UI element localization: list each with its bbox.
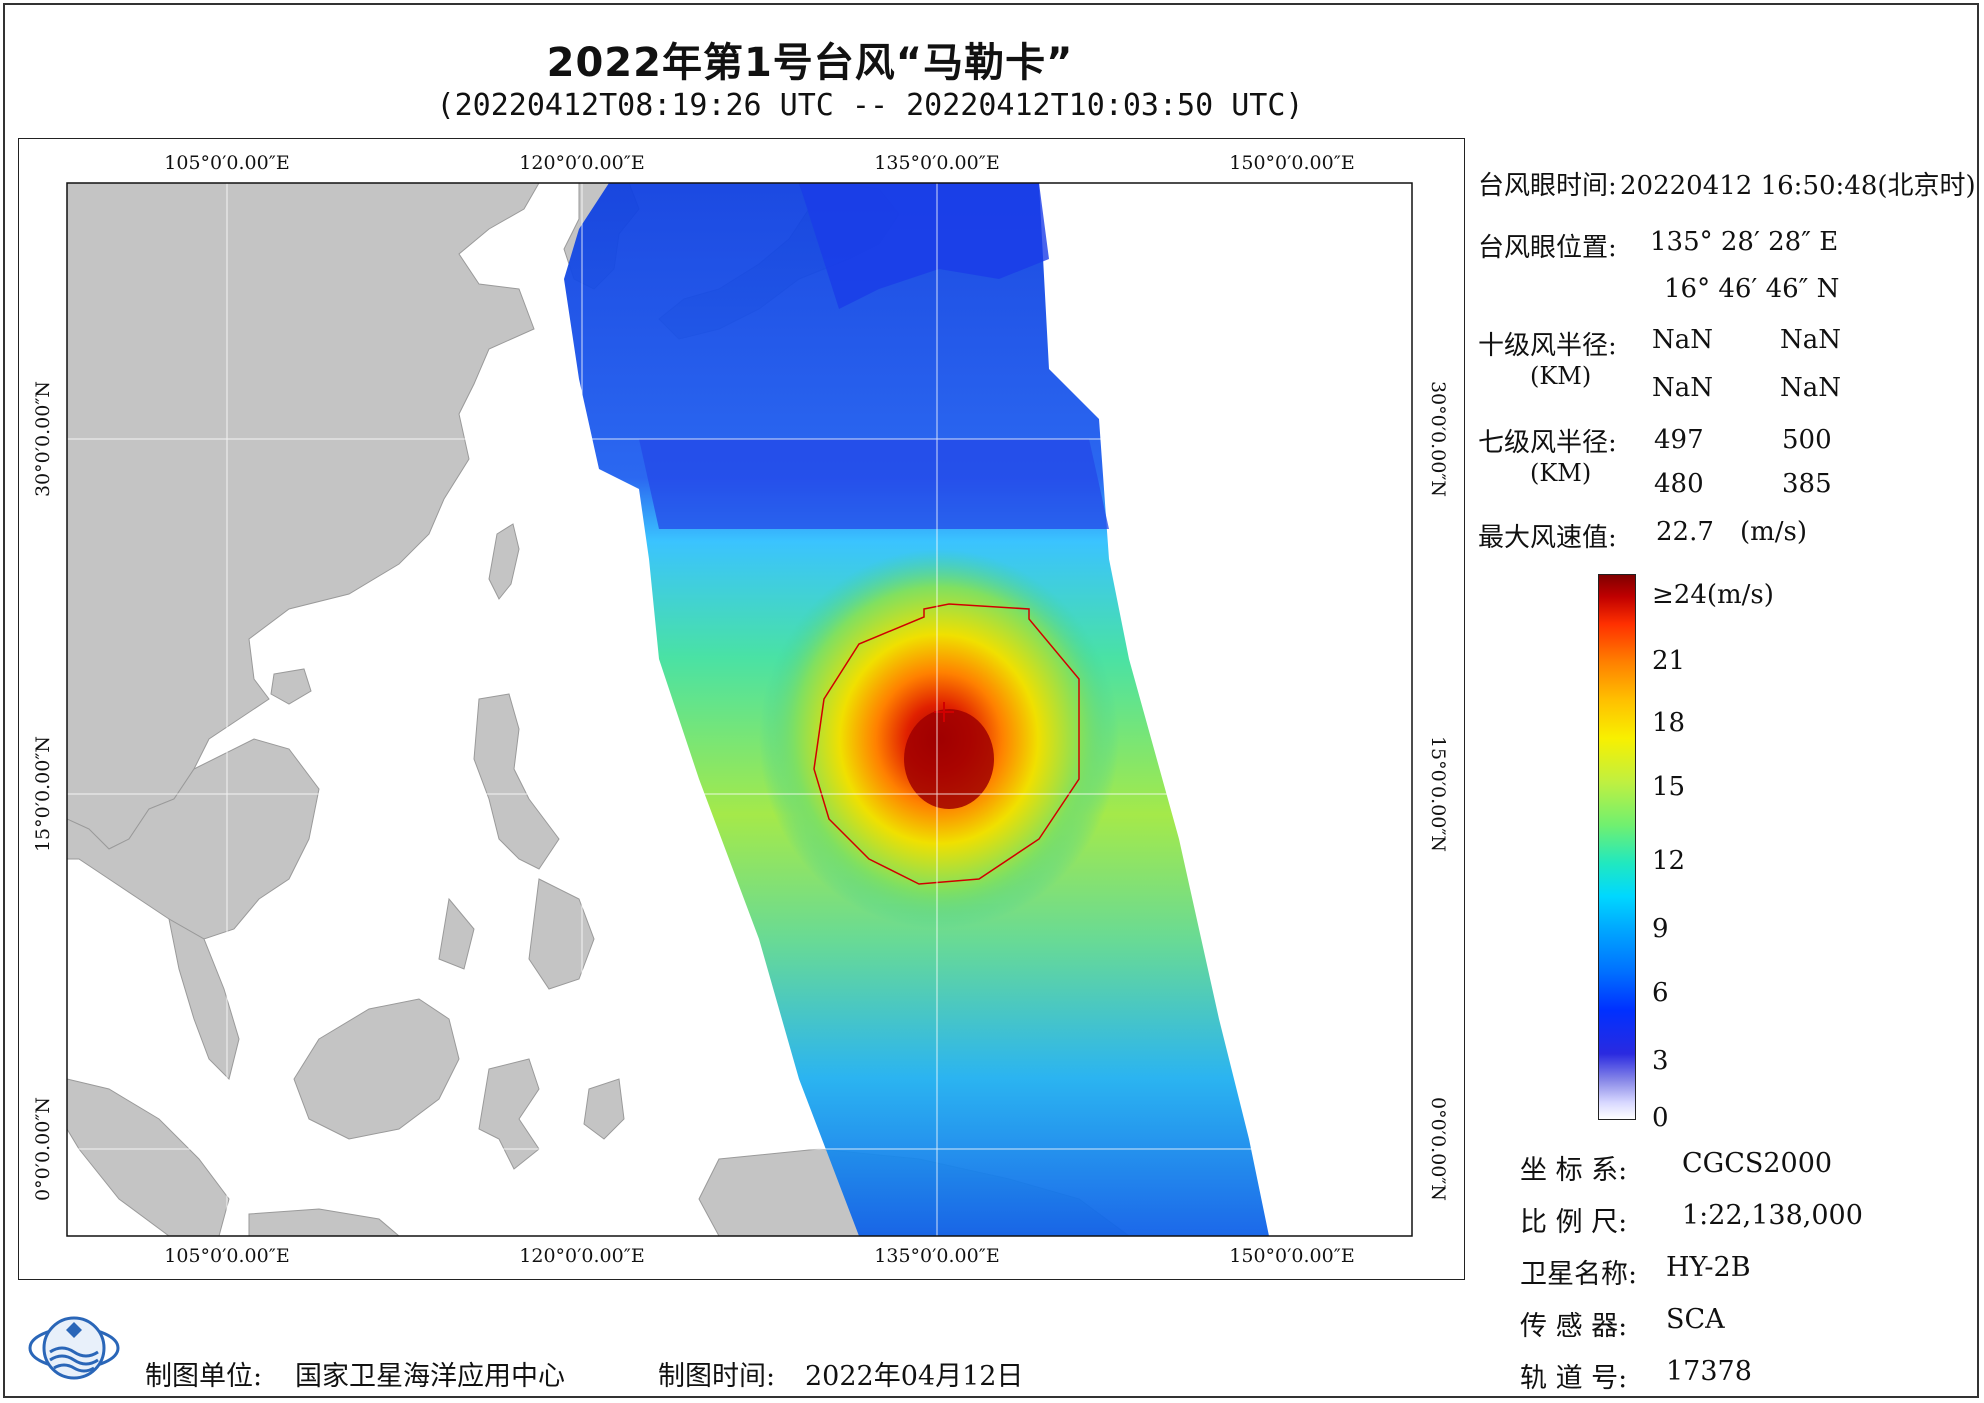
radius10-se: NaN: [1780, 325, 1842, 355]
radius10-ne: NaN: [1652, 325, 1714, 355]
radius10-sw: NaN: [1652, 373, 1714, 403]
eye-time-label: 台风眼时间:: [1478, 171, 1617, 201]
map-content: [67, 183, 1412, 1236]
eye-lat: 16° 46′ 46″ N: [1664, 274, 1840, 304]
lon-tick: 135°0′0.00″E: [874, 1245, 999, 1267]
satellite-label: 卫星名称:: [1520, 1259, 1638, 1290]
colorbar-label: ≥24(m/s): [1652, 580, 1774, 610]
scale-label: 比 例 尺:: [1520, 1207, 1628, 1238]
crs-value: CGCS2000: [1682, 1148, 1833, 1179]
producer-value: 国家卫星海洋应用中心: [295, 1361, 565, 1392]
radius7-label: 七级风半径:: [1478, 428, 1617, 458]
radius7-nw: 385: [1782, 469, 1832, 499]
maxwind-value: 22.7: [1656, 517, 1714, 547]
eye-pos-label: 台风眼位置:: [1478, 233, 1617, 263]
lat-ticks-left: 30°0′0.00″N 15°0′0.00″N 0°0′0.00″N: [32, 381, 54, 1201]
page-border: [3, 3, 1979, 1398]
radius7-unit: (KM): [1530, 459, 1592, 487]
radius7-ne: 497: [1654, 425, 1704, 455]
colorbar-label: 18: [1652, 708, 1686, 738]
lat-tick: 0°0′0.00″N: [32, 1097, 54, 1201]
production-time-value: 2022年04月12日: [805, 1361, 1024, 1392]
nsoas-logo-icon: [28, 1316, 120, 1380]
wind-swath: [564, 183, 1269, 1236]
satellite-value: HY-2B: [1666, 1252, 1751, 1283]
crs-label: 坐 标 系:: [1520, 1155, 1628, 1186]
lat-tick: 30°0′0.00″N: [32, 381, 54, 497]
colorbar-label: 9: [1652, 914, 1669, 944]
maxwind-label: 最大风速值:: [1478, 523, 1617, 553]
radius7-se: 500: [1782, 425, 1832, 455]
lon-tick: 105°0′0.00″E: [164, 152, 289, 174]
map-canvas: 105°0′0.00″E 120°0′0.00″E 135°0′0.00″E 1…: [32, 152, 1449, 1267]
eye-time-value: 20220412 16:50:48(北京时): [1620, 171, 1976, 201]
wind-speed-colorbar: [1598, 574, 1636, 1120]
lon-tick: 120°0′0.00″E: [519, 1245, 644, 1267]
sensor-value: SCA: [1666, 1304, 1725, 1335]
lat-tick: 0°0′0.00″N: [1427, 1097, 1449, 1201]
lon-tick: 120°0′0.00″E: [519, 152, 644, 174]
producer-label: 制图单位:: [145, 1361, 263, 1392]
sensor-label: 传 感 器:: [1520, 1311, 1628, 1342]
orbit-value: 17378: [1666, 1356, 1752, 1387]
lon-tick: 105°0′0.00″E: [164, 1245, 289, 1267]
lat-ticks-right: 30°0′0.00″N 15°0′0.00″N 0°0′0.00″N: [1427, 381, 1449, 1201]
radius10-unit: (KM): [1530, 362, 1592, 390]
scale-value: 1:22,138,000: [1682, 1200, 1863, 1231]
colorbar-label: 15: [1652, 772, 1686, 802]
lon-tick: 150°0′0.00″E: [1229, 152, 1354, 174]
lon-tick: 135°0′0.00″E: [874, 152, 999, 174]
radius10-label: 十级风半径:: [1478, 331, 1617, 361]
lon-tick: 150°0′0.00″E: [1229, 1245, 1354, 1267]
lon-ticks-top: 105°0′0.00″E 120°0′0.00″E 135°0′0.00″E 1…: [164, 152, 1354, 174]
colorbar-label: 3: [1652, 1046, 1669, 1076]
eye-lon: 135° 28′ 28″ E: [1650, 227, 1839, 257]
map-frame: 105°0′0.00″E 120°0′0.00″E 135°0′0.00″E 1…: [18, 138, 1465, 1280]
radius7-sw: 480: [1654, 469, 1704, 499]
production-time-label: 制图时间:: [658, 1361, 776, 1392]
lat-tick: 15°0′0.00″N: [32, 736, 54, 852]
colorbar-label: 12: [1652, 846, 1686, 876]
map-title: 2022年第1号台风“马勒卡”: [546, 40, 1074, 86]
maxwind-unit: (m/s): [1740, 517, 1808, 547]
colorbar-label: 21: [1652, 646, 1686, 676]
radius10-nw: NaN: [1780, 373, 1842, 403]
orbit-label: 轨 道 号:: [1520, 1363, 1628, 1394]
colorbar-label: 0: [1652, 1103, 1669, 1133]
graticule: [67, 183, 1412, 1236]
lon-ticks-bottom: 105°0′0.00″E 120°0′0.00″E 135°0′0.00″E 1…: [164, 1245, 1354, 1267]
colorbar-label: 6: [1652, 978, 1669, 1008]
lat-tick: 15°0′0.00″N: [1427, 736, 1449, 852]
map-subtitle: (20220412T08:19:26 UTC -- 20220412T10:03…: [436, 88, 1304, 123]
lat-tick: 30°0′0.00″N: [1427, 381, 1449, 497]
map-inner-border: [66, 182, 1413, 1237]
